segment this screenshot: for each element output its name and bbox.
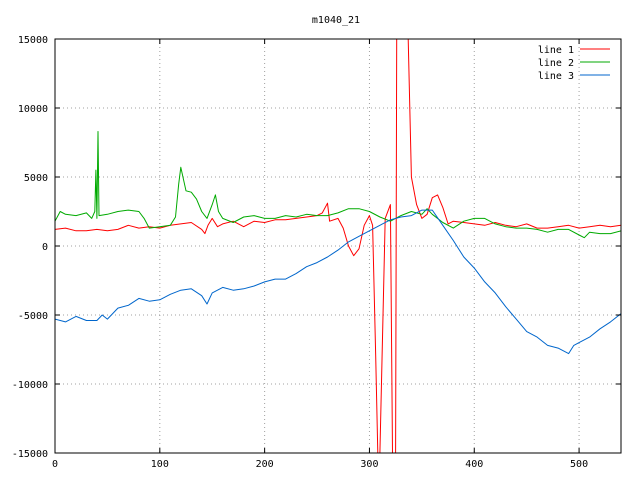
y-tick-label: 0 — [42, 242, 48, 253]
series-line-2 — [55, 131, 621, 239]
y-tick-label: 5000 — [24, 173, 48, 184]
grid — [55, 39, 621, 453]
x-tick-label: 300 — [360, 459, 378, 470]
axes: 0 100 200 300 400 500 -15000 -10000 -5000 0 5000 10… — [12, 35, 621, 470]
series-group — [55, 39, 621, 453]
y-tick-label: -10000 — [12, 380, 48, 391]
chart-title: m1040_21 — [312, 15, 360, 26]
series-line-3 — [55, 209, 621, 355]
x-tick-label: 0 — [52, 459, 58, 470]
legend-label: line 2 — [538, 58, 574, 69]
y-tick-label: -15000 — [12, 449, 48, 460]
y-tick-label: -5000 — [18, 311, 48, 322]
legend-label: line 1 — [538, 45, 574, 56]
x-tick-label: 500 — [570, 459, 588, 470]
legend: line 1 line 2 line 3 — [538, 45, 610, 82]
y-tick-label: 15000 — [18, 35, 48, 46]
x-tick-label: 100 — [151, 459, 169, 470]
x-tick-label: 400 — [465, 459, 483, 470]
x-tick-label: 200 — [256, 459, 274, 470]
y-tick-label: 10000 — [18, 104, 48, 115]
legend-label: line 3 — [538, 71, 574, 82]
